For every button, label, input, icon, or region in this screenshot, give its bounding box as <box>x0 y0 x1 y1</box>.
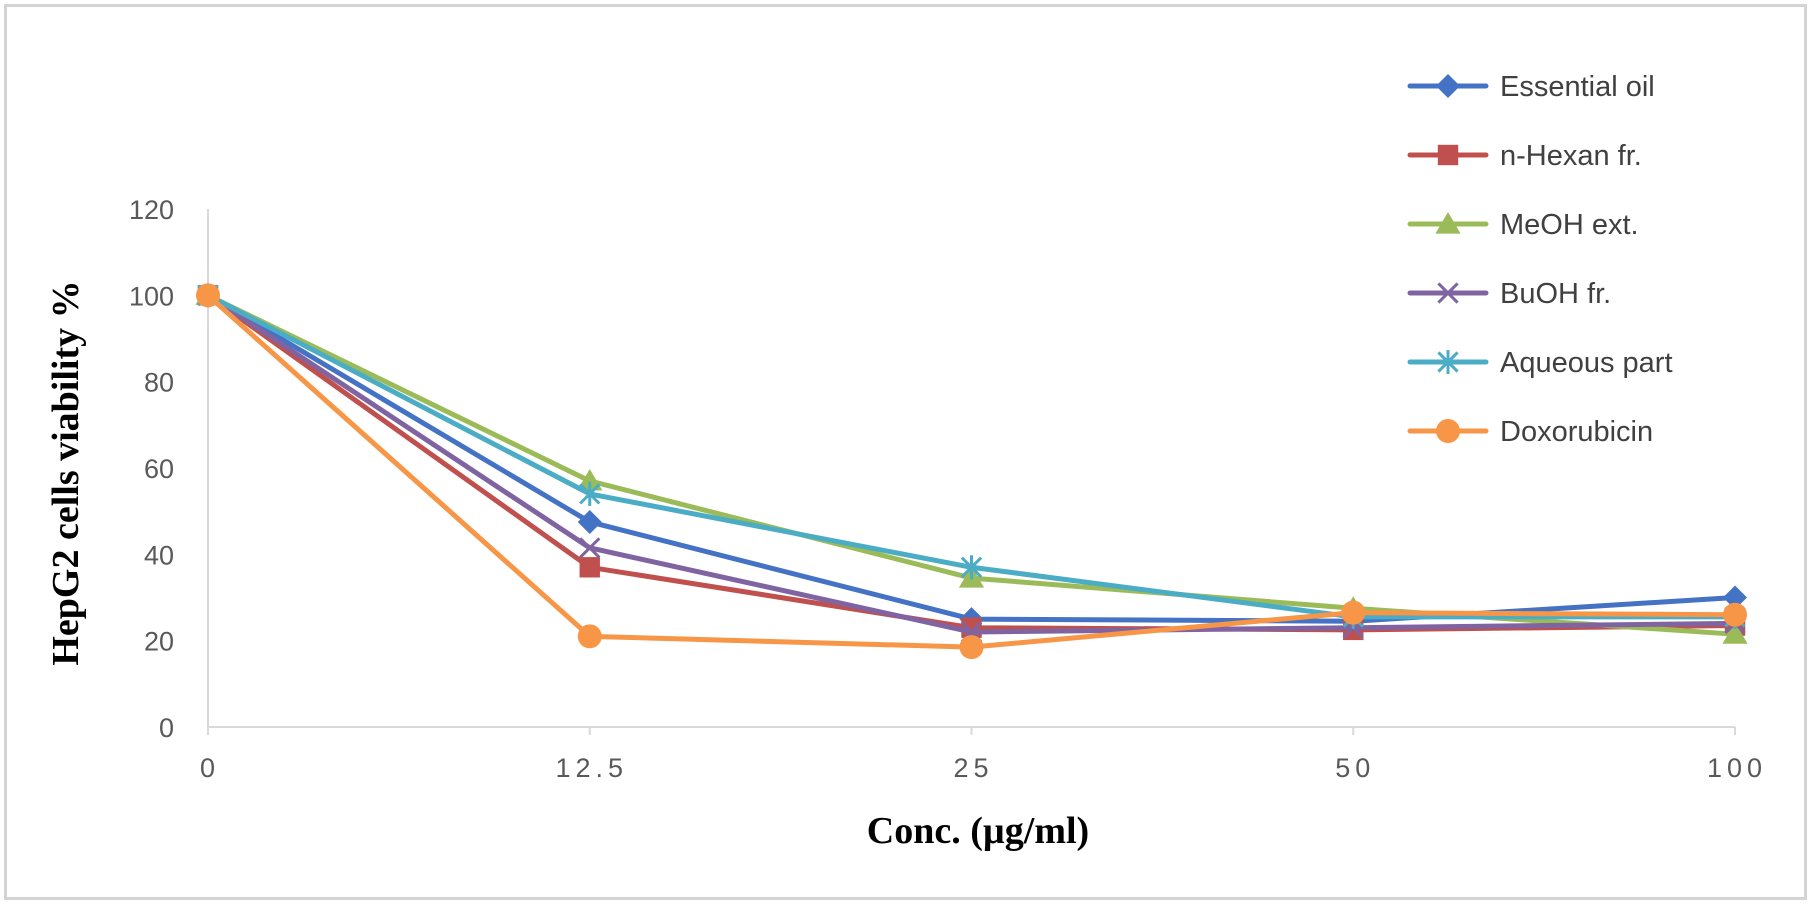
data-point-aqueous-part <box>960 555 983 580</box>
x-tick-label: 50 <box>1335 753 1375 783</box>
data-point-n-hexan-fr <box>961 617 982 638</box>
x-tick-label: 25 <box>953 753 993 783</box>
legend-marker <box>1437 350 1459 374</box>
data-point-doxorubicin <box>577 624 602 649</box>
data-point-doxorubicin <box>1341 600 1366 625</box>
data-point-essential-oil <box>1723 585 1747 610</box>
data-point-buoh-fr <box>579 537 601 559</box>
y-tick-label: 40 <box>144 540 174 570</box>
y-tick-label: 80 <box>144 368 174 398</box>
legend-marker <box>1435 212 1461 234</box>
legend-item-n-hexan-fr: n-Hexan fr. <box>1407 140 1642 172</box>
chart-frame <box>4 4 1807 900</box>
legend-label: BuOH fr. <box>1500 278 1611 310</box>
data-point-aqueous-part <box>579 481 601 506</box>
data-point-doxorubicin <box>959 635 984 660</box>
data-point-n-hexan-fr <box>579 557 600 578</box>
legend-label: Essential oil <box>1500 71 1655 103</box>
y-tick-label: 60 <box>144 454 174 484</box>
legend-item-essential-oil: Essential oil <box>1407 71 1655 103</box>
legend-item-buoh-fr: BuOH fr. <box>1407 278 1611 310</box>
legend-item-meoh-ext: MeOH ext. <box>1407 209 1639 241</box>
series-buoh-fr <box>197 284 1746 643</box>
legend-label: Aqueous part <box>1500 347 1673 379</box>
data-point-meoh-ext <box>1722 622 1748 644</box>
y-tick-label: 0 <box>159 713 174 743</box>
legend-item-doxorubicin: Doxorubicin <box>1407 416 1653 448</box>
axes: 0 20 40 60 80 100 120 0 12.5 25 50 100 <box>129 195 1767 783</box>
legend-label: Doxorubicin <box>1500 416 1653 448</box>
data-point-meoh-ext <box>577 468 603 491</box>
x-axis-title: Conc. (µg/ml) <box>867 810 1089 852</box>
legend-item-aqueous-part: Aqueous part <box>1407 347 1673 379</box>
legend-label: MeOH ext. <box>1500 209 1639 241</box>
data-point-doxorubicin <box>196 283 220 308</box>
y-tick-label: 20 <box>144 627 174 657</box>
x-tick-label: 0 <box>200 753 220 783</box>
x-tick-label: 12.5 <box>555 753 628 783</box>
x-tick-label: 100 <box>1707 753 1767 783</box>
legend-marker <box>1437 282 1459 304</box>
y-tick-label: 120 <box>129 195 174 225</box>
legend: Essential oil n-Hexan fr. MeOH ext. BuOH fr… <box>1407 71 1673 448</box>
legend-label: n-Hexan fr. <box>1500 140 1642 172</box>
legend-marker <box>1436 419 1460 443</box>
legend-marker <box>1437 144 1459 166</box>
series-doxorubicin <box>196 283 1747 660</box>
data-point-doxorubicin <box>1723 602 1747 627</box>
y-axis-title: HepG2 cells viability % <box>45 280 87 665</box>
y-tick-label: 100 <box>129 281 174 311</box>
series-meoh-ext <box>195 283 1748 644</box>
series-layer <box>195 283 1748 660</box>
legend-marker <box>1436 74 1460 98</box>
data-point-essential-oil <box>577 509 602 534</box>
